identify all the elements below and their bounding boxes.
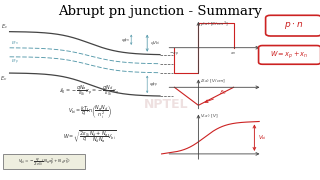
Text: $\rho(x)\ [C/cm^3]$: $\rho(x)\ [C/cm^3]$ (200, 20, 228, 30)
Text: $-x_p$: $-x_p$ (169, 50, 180, 58)
FancyBboxPatch shape (266, 15, 320, 36)
Text: $V_{bi} = -\dfrac{q}{2\varepsilon_{Si}}(N_a x_p^2 + N_d x_n^2)$: $V_{bi} = -\dfrac{q}{2\varepsilon_{Si}}(… (18, 156, 70, 168)
Text: $p\cdot n$: $p\cdot n$ (284, 20, 303, 31)
Text: $E_c$: $E_c$ (1, 22, 8, 31)
Text: $V(x)\ [V]$: $V(x)\ [V]$ (200, 112, 219, 120)
Text: $\mathcal{E}_0$: $\mathcal{E}_0$ (219, 88, 227, 97)
Text: $E_v$: $E_v$ (0, 74, 8, 83)
Text: $\mathcal{E}_0 = -\dfrac{qN_a}{\varepsilon_{Si}}x_p = -\dfrac{qN_d}{\varepsilon_: $\mathcal{E}_0 = -\dfrac{qN_a}{\varepsil… (60, 84, 120, 98)
Text: $x_n$: $x_n$ (230, 50, 237, 57)
Text: $q\phi_n$: $q\phi_n$ (121, 36, 130, 44)
Text: $\mathcal{E}(x)\ [V/cm]$: $\mathcal{E}(x)\ [V/cm]$ (200, 77, 226, 85)
Text: NPTEL: NPTEL (144, 98, 189, 111)
Text: $W = \sqrt{\dfrac{2\varepsilon_{Si}}{q}\dfrac{N_d + N_a}{N_d N_a}V_{bi}}$: $W = \sqrt{\dfrac{2\varepsilon_{Si}}{q}\… (63, 129, 116, 145)
FancyBboxPatch shape (3, 154, 85, 169)
FancyBboxPatch shape (259, 46, 320, 64)
Text: $V_{bi} = \dfrac{kT}{q}\ln\!\left(\dfrac{N_a N_d}{n_i^2}\right)$: $V_{bi} = \dfrac{kT}{q}\ln\!\left(\dfrac… (68, 103, 112, 120)
Text: Abrupt pn junction - Summary: Abrupt pn junction - Summary (58, 4, 262, 17)
Text: $q\phi_p$: $q\phi_p$ (149, 80, 157, 89)
Text: $E_{Fp}$: $E_{Fp}$ (11, 57, 19, 66)
Text: $E_{Fn}$: $E_{Fn}$ (11, 40, 19, 47)
Text: $W = x_p + x_n$: $W = x_p + x_n$ (270, 49, 309, 61)
Text: $V_{bi}$: $V_{bi}$ (258, 133, 267, 142)
Text: $qV_{bi}$: $qV_{bi}$ (150, 39, 161, 47)
